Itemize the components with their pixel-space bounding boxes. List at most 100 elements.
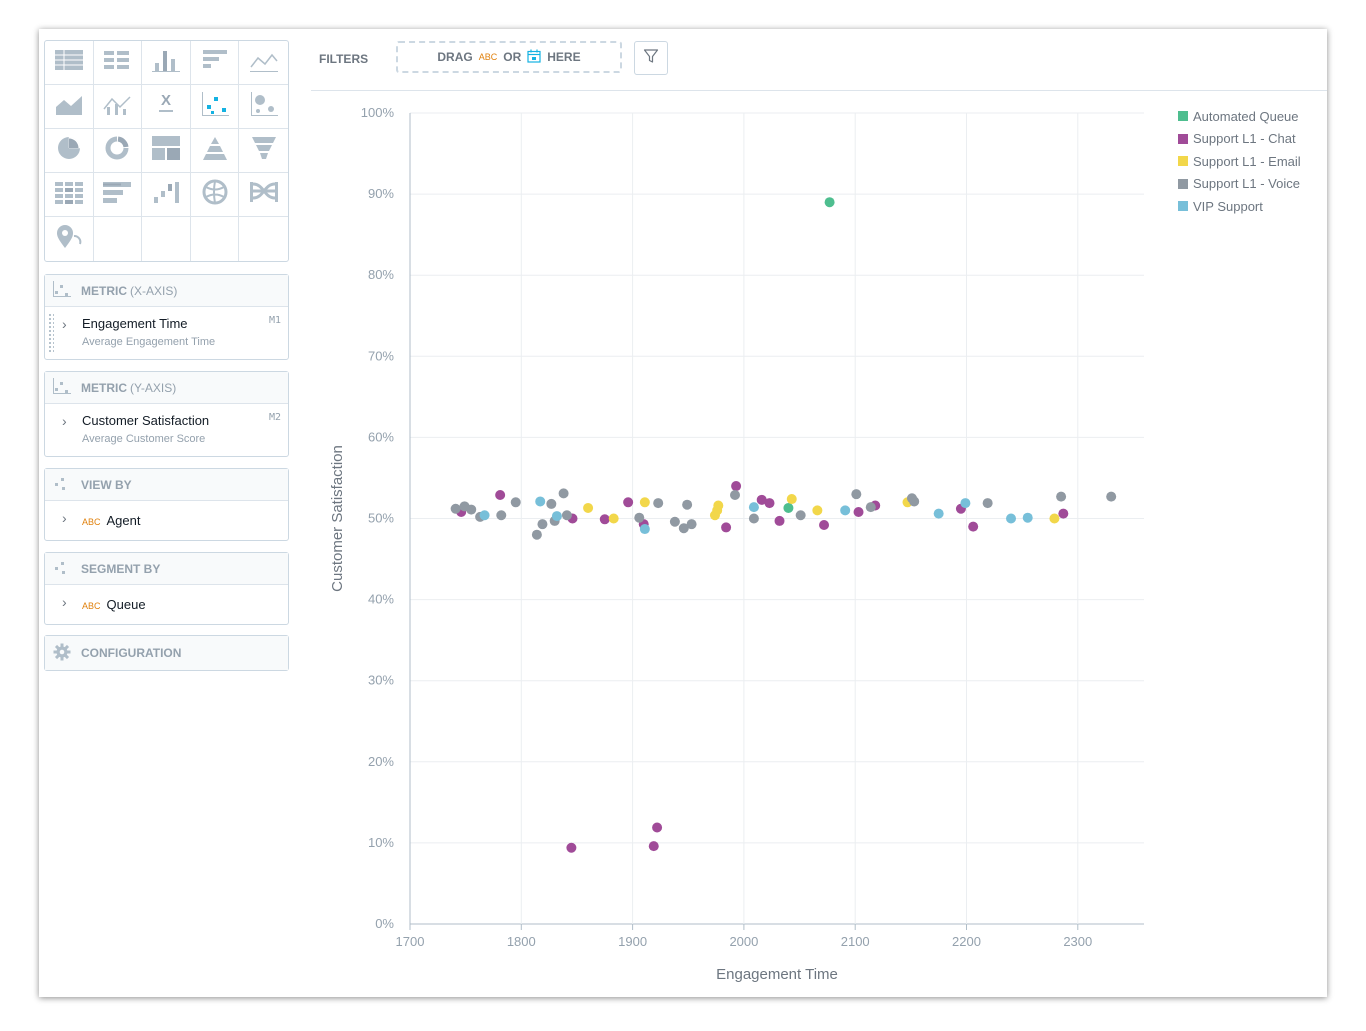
data-point[interactable] — [639, 497, 650, 508]
data-point[interactable] — [1006, 513, 1017, 524]
metric-item-customer-satisfaction[interactable]: › Customer Satisfaction Average Customer… — [45, 404, 288, 452]
legend-item[interactable]: Support L1 - Chat — [1178, 128, 1301, 151]
attribute-item-agent[interactable]: › ABC Agent — [45, 501, 288, 539]
vis-type-dependency-wheel[interactable] — [190, 173, 240, 217]
vis-type-scatter-plot[interactable] — [190, 85, 240, 129]
bucket-header-metric-x: METRIC (X-AXIS) — [45, 275, 288, 307]
data-point[interactable] — [583, 502, 594, 513]
data-point[interactable] — [729, 489, 740, 500]
data-point[interactable] — [865, 502, 876, 513]
data-point[interactable] — [558, 488, 569, 499]
data-point[interactable] — [783, 502, 794, 513]
data-point[interactable] — [1049, 513, 1060, 524]
data-point[interactable] — [824, 197, 835, 208]
data-point[interactable] — [510, 497, 521, 508]
data-point[interactable] — [851, 489, 862, 500]
data-point[interactable] — [774, 515, 785, 526]
data-point[interactable] — [1106, 491, 1117, 502]
data-point[interactable] — [531, 529, 542, 540]
vis-type-heatmap[interactable] — [45, 173, 94, 217]
data-point[interactable] — [1058, 508, 1069, 519]
data-point[interactable] — [840, 505, 851, 516]
vis-type-treemap[interactable] — [142, 129, 191, 173]
data-point[interactable] — [933, 508, 944, 519]
data-point[interactable] — [653, 498, 664, 509]
data-point[interactable] — [853, 507, 864, 518]
data-point[interactable] — [764, 498, 775, 509]
chevron-right-icon[interactable]: › — [62, 413, 67, 429]
legend-item[interactable]: VIP Support — [1178, 195, 1301, 218]
vis-type-pie-chart[interactable] — [45, 129, 94, 173]
data-point[interactable] — [551, 511, 562, 522]
data-point[interactable] — [669, 516, 680, 527]
data-point[interactable] — [819, 519, 830, 530]
vis-type-pyramid[interactable] — [190, 129, 240, 173]
data-point[interactable] — [795, 510, 806, 521]
data-point[interactable] — [731, 481, 742, 492]
data-point[interactable] — [721, 522, 732, 533]
data-point[interactable] — [599, 514, 610, 525]
data-point[interactable] — [546, 498, 557, 509]
vis-type-xirr[interactable]: X — [142, 85, 191, 129]
data-point[interactable] — [748, 502, 759, 513]
metric-item-engagement-time[interactable]: › Engagement Time Average Engagement Tim… — [45, 307, 288, 355]
vis-type-bullet-chart[interactable] — [93, 173, 143, 217]
vis-type-area-chart[interactable] — [45, 85, 94, 129]
legend-item[interactable]: Support L1 - Voice — [1178, 173, 1301, 196]
legend-item[interactable]: Support L1 - Email — [1178, 150, 1301, 173]
vis-type-line-chart[interactable] — [239, 41, 288, 85]
data-point[interactable] — [678, 523, 689, 534]
data-point[interactable] — [537, 519, 548, 530]
data-point[interactable] — [748, 513, 759, 524]
data-point[interactable] — [450, 503, 461, 514]
waterfall-icon — [151, 179, 181, 210]
vis-type-headline-table[interactable] — [93, 41, 143, 85]
data-point[interactable] — [561, 510, 572, 521]
drag-handle[interactable] — [48, 313, 54, 353]
data-point[interactable] — [686, 519, 697, 530]
data-point[interactable] — [496, 510, 507, 521]
data-point[interactable] — [639, 524, 650, 535]
vis-type-geo-pushpin[interactable] — [45, 217, 94, 261]
vis-type-table[interactable] — [45, 41, 94, 85]
data-point[interactable] — [648, 841, 659, 852]
add-filter-button[interactable] — [634, 41, 668, 75]
vis-type-column-chart[interactable] — [142, 41, 191, 85]
chevron-right-icon[interactable]: › — [62, 316, 67, 332]
vis-type-donut-chart[interactable] — [93, 129, 143, 173]
data-point[interactable] — [756, 494, 767, 505]
data-point[interactable] — [535, 496, 546, 507]
data-point[interactable] — [1056, 491, 1067, 502]
vis-type-bar-chart[interactable] — [190, 41, 240, 85]
chevron-right-icon[interactable]: › — [62, 510, 67, 526]
data-point[interactable] — [960, 498, 971, 509]
data-point[interactable] — [608, 513, 619, 524]
data-point[interactable] — [909, 496, 920, 507]
data-point[interactable] — [982, 498, 993, 509]
data-point[interactable] — [812, 505, 823, 516]
data-point[interactable] — [479, 510, 490, 521]
vis-type-bubble-chart[interactable] — [239, 85, 288, 129]
data-point[interactable] — [623, 497, 634, 508]
data-point[interactable] — [652, 822, 663, 833]
configuration-header[interactable]: CONFIGURATION — [45, 636, 288, 670]
data-point[interactable] — [968, 521, 979, 532]
data-point[interactable] — [713, 500, 724, 511]
data-point[interactable] — [495, 489, 506, 500]
data-point[interactable] — [634, 512, 645, 523]
configuration-panel[interactable]: CONFIGURATION — [44, 635, 289, 671]
vis-type-funnel[interactable] — [239, 129, 288, 173]
data-point[interactable] — [1022, 512, 1033, 523]
vis-type-sankey[interactable] — [239, 173, 288, 217]
data-point[interactable] — [466, 504, 477, 515]
filter-drop-zone[interactable]: DRAG ABC OR HERE — [396, 41, 622, 73]
chevron-right-icon[interactable]: › — [62, 594, 67, 610]
attribute-item-queue[interactable]: › ABC Queue — [45, 585, 288, 623]
legend-item[interactable]: Automated Queue — [1178, 105, 1301, 128]
vis-type-combo-chart[interactable] — [93, 85, 143, 129]
vis-type-waterfall[interactable] — [142, 173, 191, 217]
data-point[interactable] — [786, 494, 797, 505]
scatter-small-icon — [53, 378, 71, 397]
data-point[interactable] — [566, 842, 577, 853]
data-point[interactable] — [682, 499, 693, 510]
